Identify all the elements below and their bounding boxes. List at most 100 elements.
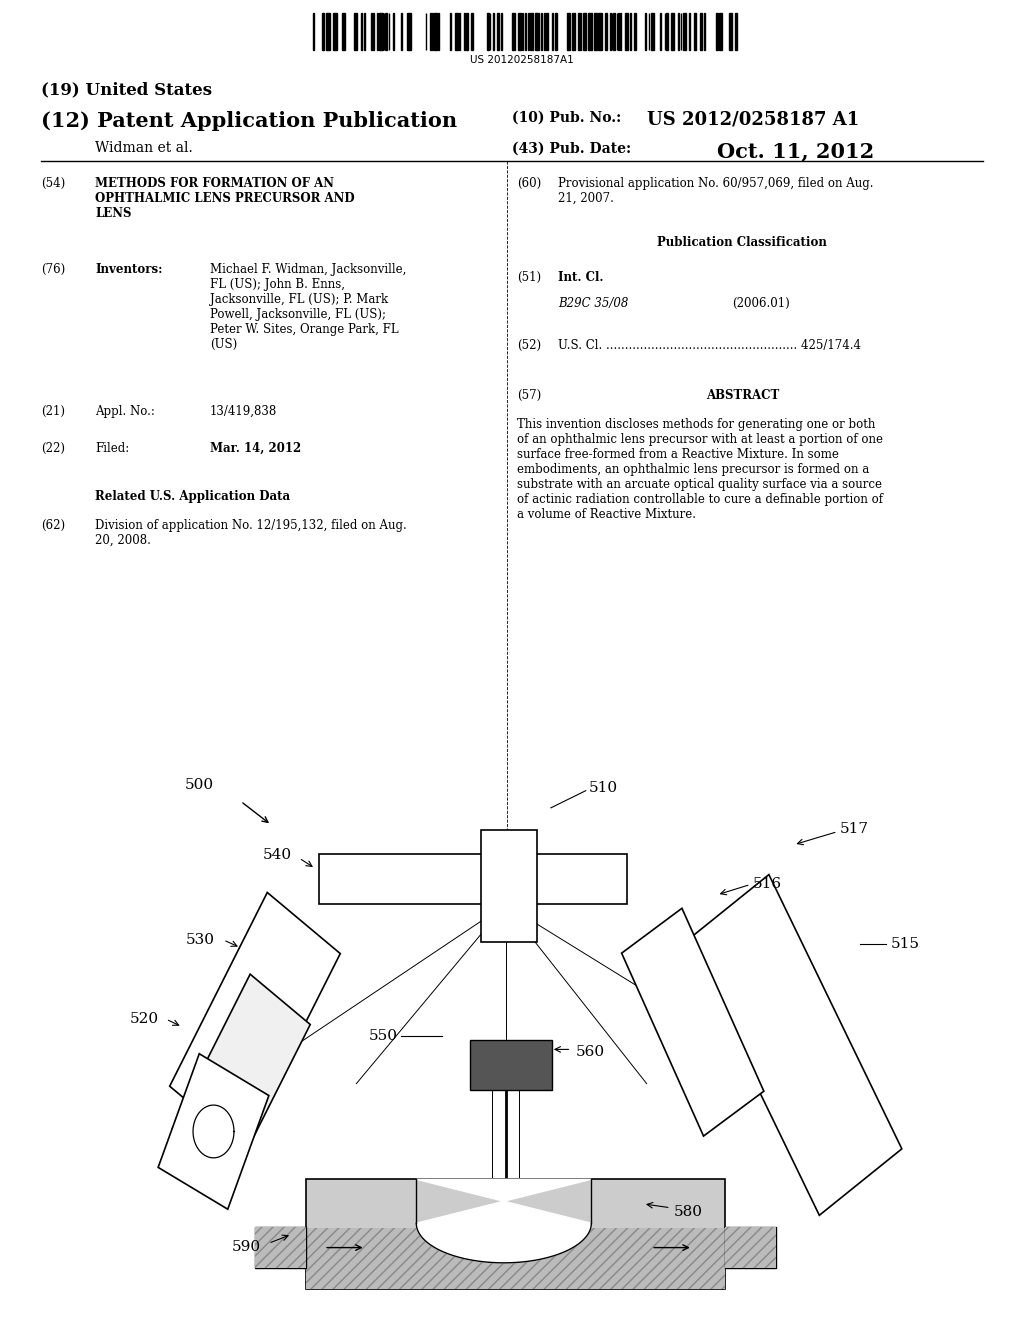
- Bar: [730, 13, 732, 50]
- Text: Related U.S. Application Data: Related U.S. Application Data: [95, 490, 291, 503]
- Text: (2006.01): (2006.01): [732, 297, 790, 310]
- Text: 580: 580: [674, 1205, 702, 1218]
- Polygon shape: [686, 875, 902, 1216]
- Text: Widman et al.: Widman et al.: [95, 141, 193, 156]
- Polygon shape: [158, 1053, 269, 1209]
- Text: 515: 515: [891, 937, 920, 950]
- Bar: [466, 13, 468, 50]
- Bar: [471, 13, 473, 50]
- Text: Filed:: Filed:: [95, 442, 129, 455]
- Text: ABSTRACT: ABSTRACT: [706, 389, 779, 403]
- Text: 590: 590: [232, 1241, 261, 1254]
- Bar: [555, 13, 557, 50]
- Bar: [319, 854, 627, 904]
- Text: 516: 516: [753, 878, 781, 891]
- Bar: [546, 13, 548, 50]
- Bar: [700, 13, 702, 50]
- Bar: [410, 13, 412, 50]
- Text: 510: 510: [589, 781, 617, 795]
- Polygon shape: [416, 1179, 591, 1263]
- Text: Appl. No.:: Appl. No.:: [95, 405, 155, 418]
- Bar: [598, 13, 600, 50]
- Bar: [717, 13, 718, 50]
- Text: (62): (62): [41, 519, 66, 532]
- Text: (21): (21): [41, 405, 65, 418]
- Text: (10) Pub. No.:: (10) Pub. No.:: [512, 111, 622, 125]
- Text: (51): (51): [517, 271, 542, 284]
- Text: METHODS FOR FORMATION OF AN
OPHTHALMIC LENS PRECURSOR AND
LENS: METHODS FOR FORMATION OF AN OPHTHALMIC L…: [95, 177, 355, 220]
- Bar: [518, 13, 520, 50]
- Bar: [343, 13, 345, 50]
- Text: (12) Patent Application Publication: (12) Patent Application Publication: [41, 111, 457, 131]
- Bar: [354, 13, 356, 50]
- Text: 520: 520: [130, 1012, 159, 1026]
- Text: 500: 500: [185, 779, 214, 792]
- Text: 540: 540: [263, 849, 292, 862]
- Text: Michael F. Widman, Jacksonville,
FL (US); John B. Enns,
Jacksonville, FL (US); P: Michael F. Widman, Jacksonville, FL (US)…: [210, 263, 407, 351]
- Bar: [455, 13, 458, 50]
- Text: Int. Cl.: Int. Cl.: [558, 271, 603, 284]
- Text: US 20120258187A1: US 20120258187A1: [470, 55, 574, 66]
- Bar: [600, 13, 602, 50]
- Text: B29C 35/08: B29C 35/08: [558, 297, 629, 310]
- Text: US 2012/0258187 A1: US 2012/0258187 A1: [647, 111, 859, 129]
- Bar: [652, 13, 654, 50]
- Text: (54): (54): [41, 177, 66, 190]
- Text: Division of application No. 12/195,132, filed on Aug.
20, 2008.: Division of application No. 12/195,132, …: [95, 519, 407, 546]
- Bar: [585, 13, 587, 50]
- Bar: [719, 13, 721, 50]
- Bar: [605, 13, 607, 50]
- Text: (57): (57): [517, 389, 542, 403]
- Bar: [612, 13, 614, 50]
- Bar: [334, 13, 337, 50]
- Text: (52): (52): [517, 339, 542, 352]
- Bar: [672, 13, 674, 50]
- Bar: [255, 1228, 305, 1269]
- Bar: [625, 13, 628, 50]
- Bar: [634, 13, 637, 50]
- Bar: [537, 13, 539, 50]
- Polygon shape: [622, 908, 764, 1137]
- Bar: [725, 1228, 776, 1269]
- Text: (19) United States: (19) United States: [41, 82, 212, 99]
- Bar: [434, 13, 437, 50]
- Bar: [255, 1228, 305, 1269]
- Text: (43) Pub. Date:: (43) Pub. Date:: [512, 141, 631, 156]
- Text: (22): (22): [41, 442, 65, 455]
- Bar: [380, 13, 383, 50]
- Bar: [590, 13, 592, 50]
- Text: 560: 560: [575, 1045, 604, 1059]
- Text: This invention discloses methods for generating one or both
of an ophthalmic len: This invention discloses methods for gen…: [517, 418, 883, 521]
- Text: 530: 530: [186, 933, 215, 946]
- Bar: [327, 13, 330, 50]
- Bar: [572, 13, 574, 50]
- Polygon shape: [170, 892, 340, 1147]
- Bar: [579, 13, 581, 50]
- Text: 550: 550: [369, 1030, 397, 1043]
- Text: Oct. 11, 2012: Oct. 11, 2012: [717, 141, 874, 161]
- Bar: [481, 830, 538, 942]
- Bar: [725, 1228, 776, 1269]
- Bar: [432, 13, 433, 50]
- Text: 517: 517: [840, 822, 868, 836]
- Bar: [594, 13, 597, 50]
- Bar: [407, 13, 409, 50]
- Bar: [305, 1229, 725, 1288]
- Bar: [470, 1040, 552, 1090]
- Text: Inventors:: Inventors:: [95, 263, 163, 276]
- Bar: [385, 13, 387, 50]
- Text: U.S. Cl. ................................................... 425/174.4: U.S. Cl. ...............................…: [558, 339, 861, 352]
- Text: (76): (76): [41, 263, 66, 276]
- Bar: [513, 13, 515, 50]
- Bar: [567, 13, 570, 50]
- Text: Publication Classification: Publication Classification: [657, 236, 827, 249]
- Text: 13/419,838: 13/419,838: [210, 405, 278, 418]
- Bar: [683, 13, 686, 50]
- Text: Mar. 14, 2012: Mar. 14, 2012: [210, 442, 301, 455]
- Bar: [530, 13, 532, 50]
- Text: Provisional application No. 60/957,069, filed on Aug.
21, 2007.: Provisional application No. 60/957,069, …: [558, 177, 873, 205]
- Text: (60): (60): [517, 177, 542, 190]
- Bar: [373, 13, 375, 50]
- Bar: [305, 1179, 725, 1288]
- Polygon shape: [172, 974, 310, 1180]
